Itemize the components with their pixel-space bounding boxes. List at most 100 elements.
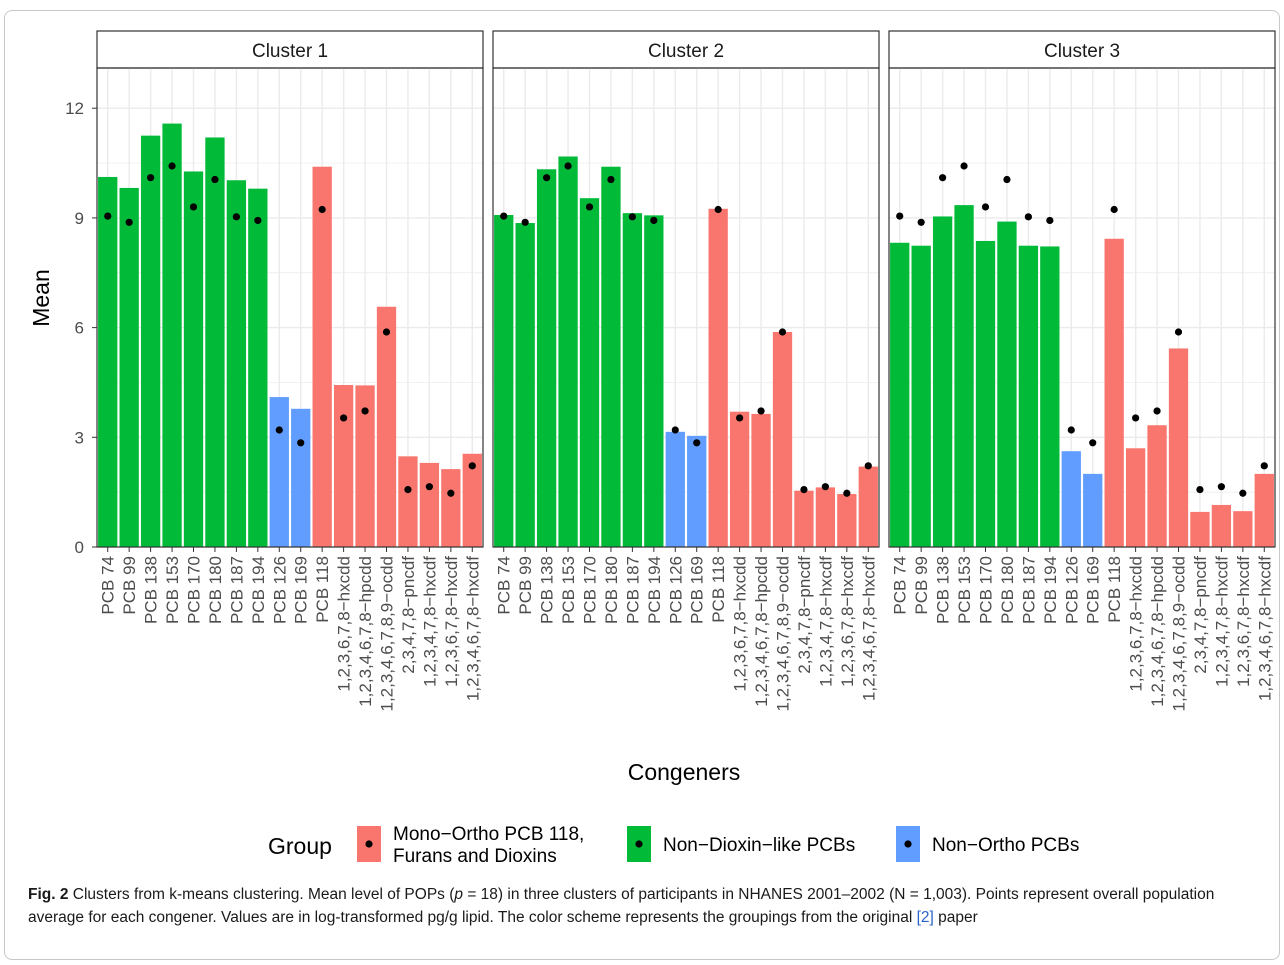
x-tick-label: PCB 180 — [206, 556, 225, 624]
y-axis-label: Mean — [28, 269, 54, 327]
bar — [911, 245, 931, 548]
bar — [162, 123, 182, 548]
bar — [1211, 504, 1232, 547]
caption-reference-link[interactable]: [2] — [916, 909, 934, 926]
bar — [1254, 473, 1274, 547]
panel-border — [492, 67, 880, 548]
x-tick-label: PCB 99 — [120, 556, 139, 615]
bar — [772, 331, 793, 547]
x-tick-label: 2,3,4,7,8−pncdf — [1191, 556, 1210, 674]
x-axis-label: Congeners — [628, 759, 741, 785]
x-tick-label: 1,2,3,4,6,7,8−hpcdd — [1148, 556, 1167, 707]
bar — [1190, 511, 1210, 547]
legend-entry: Non−Dioxin−like PCBs — [627, 826, 855, 862]
x-tick-label: PCB 170 — [977, 556, 996, 624]
bar — [376, 306, 397, 547]
y-tick-label: 6 — [75, 319, 84, 338]
population-average-point — [650, 216, 658, 225]
x-tick-label: PCB 170 — [581, 556, 600, 624]
y-tick-label: 9 — [75, 209, 84, 228]
population-average-point — [736, 414, 744, 422]
population-average-point — [564, 162, 572, 170]
y-tick-label: 3 — [75, 428, 84, 447]
bar — [1168, 348, 1189, 547]
population-average-point — [275, 426, 283, 434]
bar — [751, 413, 771, 547]
bar — [858, 466, 878, 547]
bar — [462, 453, 482, 547]
population-average-point — [864, 462, 872, 470]
x-tick-label: PCB 180 — [998, 556, 1017, 624]
bar — [815, 487, 836, 547]
population-average-point — [189, 203, 198, 211]
x-tick-label: PCB 99 — [912, 556, 931, 615]
x-tick-label: PCB 153 — [559, 556, 578, 624]
x-tick-label: 1,2,3,4,6,7,8−hxcdf — [463, 556, 482, 701]
caption-text-a: Clusters from k-means clustering. Mean l… — [68, 886, 455, 903]
caption-text-c: paper — [933, 909, 978, 926]
bar — [398, 456, 418, 547]
bar — [248, 188, 268, 547]
legend-label-line2: Furans and Dioxins — [393, 846, 557, 867]
bar — [622, 213, 643, 547]
x-tick-label: 1,2,3,6,7,8−hxcdf — [838, 556, 857, 687]
facet-strip — [888, 30, 1276, 69]
x-tick-label: PCB 126 — [666, 556, 685, 624]
population-average-point — [1132, 414, 1140, 422]
x-tick-label: PCB 99 — [516, 556, 535, 615]
population-average-point — [543, 174, 551, 182]
legend-entry: Non−Ortho PCBs — [896, 826, 1079, 862]
x-tick-label: PCB 153 — [163, 556, 182, 624]
bar — [1233, 511, 1253, 547]
x-tick-label: 1,2,3,6,7,8−hxcdf — [442, 556, 461, 687]
bar — [1040, 246, 1060, 547]
x-tick-label: PCB 153 — [955, 556, 974, 624]
legend-entry: Mono−Ortho PCB 118,Furans and Dioxins — [357, 824, 584, 867]
bar — [536, 169, 557, 547]
bar — [226, 180, 247, 547]
facet-title: Cluster 1 — [252, 41, 328, 62]
bar — [837, 493, 857, 547]
x-tick-label: PCB 194 — [249, 556, 268, 624]
bar — [954, 205, 974, 547]
bar — [291, 408, 311, 547]
population-average-point — [671, 426, 679, 434]
x-tick-label: PCB 180 — [602, 556, 621, 624]
population-average-point — [404, 485, 412, 494]
x-tick-label: 1,2,3,6,7,8−hxcdd — [335, 556, 354, 692]
population-average-point — [297, 439, 305, 447]
population-average-point — [447, 489, 455, 497]
population-average-point — [168, 162, 176, 170]
population-average-point — [693, 439, 701, 447]
population-average-point — [340, 414, 348, 422]
population-average-point — [1089, 439, 1097, 447]
x-tick-label: PCB 169 — [1084, 556, 1103, 624]
x-tick-label: PCB 187 — [227, 556, 246, 624]
bar — [1147, 425, 1167, 547]
x-tick-label: PCB 194 — [1041, 556, 1060, 624]
x-tick-label: 1,2,3,4,6,7,8,9−ocdd — [774, 556, 793, 712]
x-tick-label: PCB 187 — [623, 556, 642, 624]
population-average-point — [981, 203, 990, 211]
legend-label: Mono−Ortho PCB 118, — [393, 824, 584, 845]
x-tick-label: PCB 138 — [142, 556, 161, 624]
x-tick-label: 1,2,3,6,7,8−hxcdf — [1234, 556, 1253, 687]
legend-key-point — [635, 840, 643, 848]
bar — [1018, 245, 1039, 548]
population-average-point — [1067, 426, 1075, 434]
x-tick-label: PCB 138 — [538, 556, 557, 624]
bar — [1061, 451, 1081, 547]
population-average-point — [382, 328, 391, 336]
x-tick-label: PCB 170 — [185, 556, 204, 624]
legend-label: Non−Dioxin−like PCBs — [663, 835, 855, 856]
x-tick-label: PCB 169 — [688, 556, 707, 624]
bar — [558, 156, 578, 547]
bar — [515, 223, 535, 548]
x-tick-label: PCB 138 — [934, 556, 953, 624]
panel-border — [888, 67, 1276, 548]
population-average-point — [211, 175, 219, 184]
bar — [333, 385, 354, 547]
population-average-point — [104, 212, 112, 220]
